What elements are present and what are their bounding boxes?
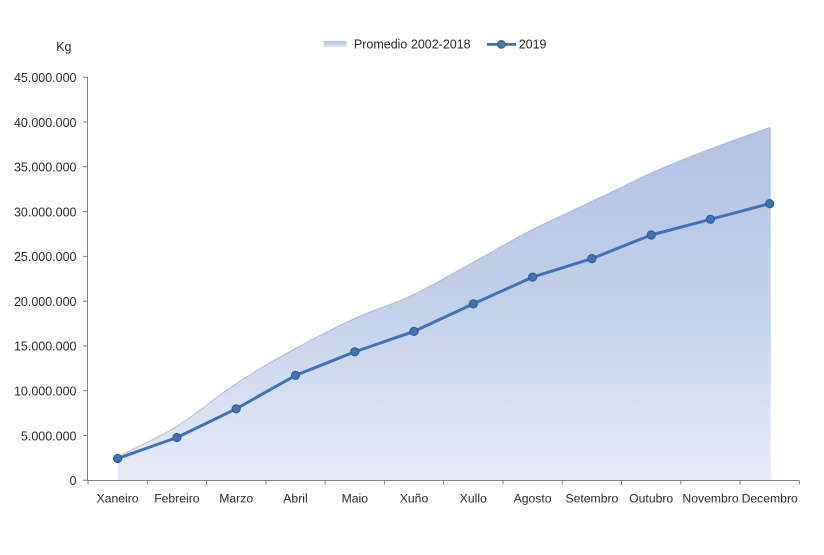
svg-text:0: 0 [70, 474, 77, 488]
svg-text:Xullo: Xullo [460, 492, 487, 506]
svg-text:15.000.000: 15.000.000 [14, 340, 77, 354]
svg-text:Kg: Kg [56, 40, 71, 54]
svg-text:40.000.000: 40.000.000 [14, 116, 77, 130]
svg-text:Agosto: Agosto [514, 492, 552, 506]
svg-text:Xaneiro: Xaneiro [97, 492, 139, 506]
svg-text:35.000.000: 35.000.000 [14, 161, 77, 175]
svg-text:Outubro: Outubro [629, 492, 673, 506]
svg-text:25.000.000: 25.000.000 [14, 250, 77, 264]
svg-text:10.000.000: 10.000.000 [14, 385, 77, 399]
svg-text:Maio: Maio [342, 492, 369, 506]
svg-text:Marzo: Marzo [219, 492, 253, 506]
svg-text:Febreiro: Febreiro [154, 492, 200, 506]
svg-text:30.000.000: 30.000.000 [14, 205, 77, 219]
svg-text:Decembro: Decembro [742, 492, 798, 506]
svg-text:Abril: Abril [283, 492, 307, 506]
svg-text:5.000.000: 5.000.000 [21, 429, 77, 443]
svg-text:45.000.000: 45.000.000 [14, 71, 77, 85]
svg-text:20.000.000: 20.000.000 [14, 295, 77, 309]
svg-text:Setembro: Setembro [565, 492, 618, 506]
svg-text:2019: 2019 [519, 38, 547, 52]
svg-text:Novembro: Novembro [682, 492, 738, 506]
svg-text:Promedio 2002-2018: Promedio 2002-2018 [354, 38, 471, 52]
svg-text:Xuño: Xuño [400, 492, 429, 506]
